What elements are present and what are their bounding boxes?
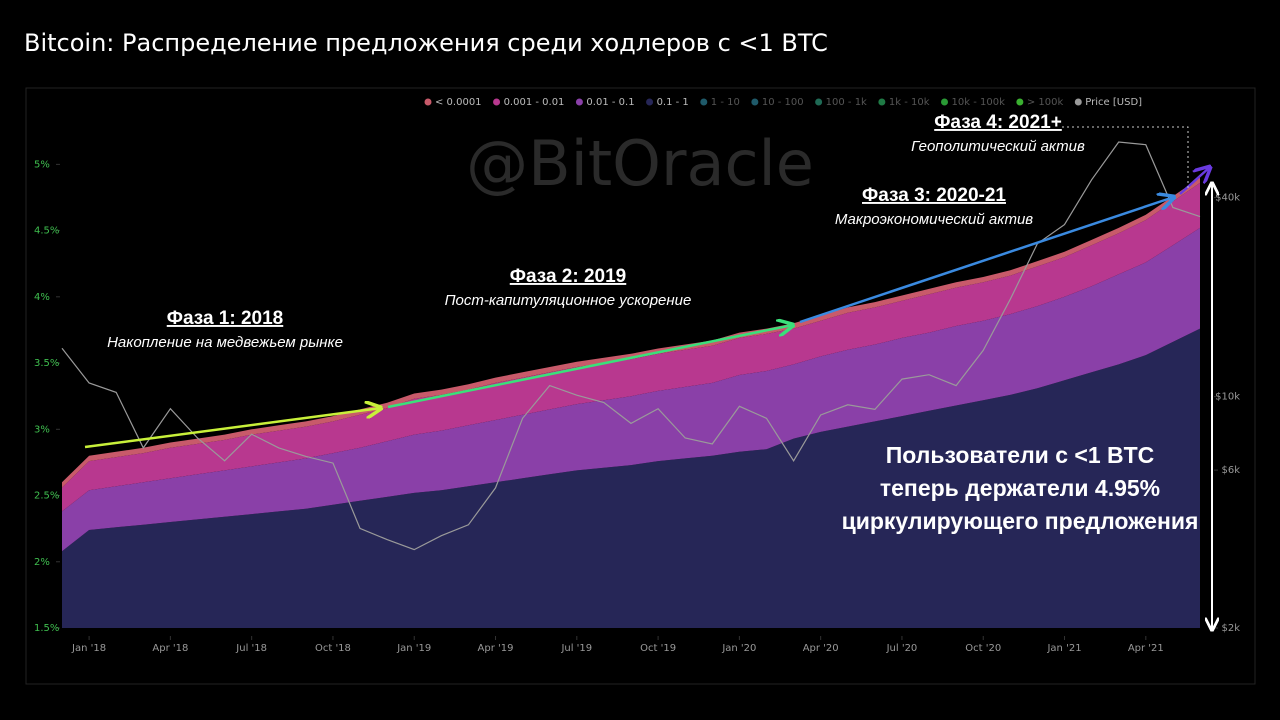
- phase-title: Фаза 4: 2021+: [934, 112, 1062, 133]
- y-tick-label: 2%: [34, 557, 50, 568]
- legend-swatch: [751, 98, 759, 106]
- x-tick-label: Apr '19: [478, 643, 514, 654]
- legend-swatch: [646, 98, 654, 106]
- arrow: [1179, 167, 1210, 195]
- note-line: циркулирующего предложения: [842, 508, 1199, 534]
- x-tick-label: Jul '20: [886, 643, 918, 654]
- y-tick-label: 3.5%: [34, 358, 59, 369]
- y-tick-label: 5%: [34, 159, 50, 170]
- legend-swatch: [1016, 98, 1024, 106]
- phase-title: Фаза 2: 2019: [510, 266, 627, 287]
- chart-title: Bitcoin: Распределение предложения среди…: [24, 29, 828, 57]
- legend-swatch: [700, 98, 708, 106]
- legend-label: > 100k: [1027, 97, 1064, 108]
- x-tick-label: Jan '18: [71, 643, 106, 654]
- legend-label: 100 - 1k: [826, 97, 867, 108]
- legend-label: < 0.0001: [435, 97, 482, 108]
- arrow: [799, 197, 1174, 324]
- y-tick-label: 4.5%: [34, 226, 59, 237]
- phase-title: Фаза 1: 2018: [167, 308, 284, 329]
- x-tick-label: Jul '19: [560, 643, 592, 654]
- legend-label: 0.01 - 0.1: [586, 97, 634, 108]
- phase-subtitle: Геополитический актив: [911, 138, 1085, 155]
- x-tick-label: Jan '19: [396, 643, 431, 654]
- x-tick-label: Apr '21: [1128, 643, 1164, 654]
- x-tick-label: Oct '20: [965, 643, 1001, 654]
- area: [62, 182, 1200, 512]
- note-line: Пользователи с <1 BTC: [886, 442, 1155, 468]
- area: [62, 328, 1200, 628]
- y2-tick-label: $2k: [1221, 623, 1240, 634]
- overlay: [84, 126, 1212, 630]
- legend-swatch: [815, 98, 823, 106]
- x-tick-label: Oct '19: [640, 643, 676, 654]
- legend-label: 10k - 100k: [952, 97, 1006, 108]
- price-line: [61, 141, 1201, 551]
- phase-subtitle: Макроэкономический актив: [835, 211, 1033, 228]
- legend-label: Price [USD]: [1085, 97, 1142, 108]
- y-tick-label: 3%: [34, 424, 50, 435]
- phase-title: Фаза 3: 2020-21: [862, 185, 1006, 206]
- watermark: @BitOracle: [466, 127, 814, 200]
- legend-label: 0.1 - 1: [657, 97, 689, 108]
- legend-swatch: [941, 98, 948, 106]
- x-tick-label: Jan '20: [721, 643, 756, 654]
- y2-tick-label: $6k: [1221, 465, 1240, 476]
- areas: [61, 141, 1201, 628]
- legend-swatch: [878, 98, 886, 106]
- legend-label: 10 - 100: [762, 97, 804, 108]
- y-tick-label: 2.5%: [34, 491, 59, 502]
- legend-swatch: [493, 98, 501, 106]
- x-tick-label: Jan '21: [1046, 643, 1081, 654]
- legend-label: 1k - 10k: [889, 97, 930, 108]
- legend-label: 1 - 10: [711, 97, 740, 108]
- arrow: [84, 408, 381, 449]
- arrow: [387, 325, 793, 409]
- x-tick-label: Oct '18: [315, 643, 351, 654]
- y2-tick-label: $40k: [1215, 192, 1240, 203]
- legend-swatch: [575, 98, 583, 106]
- dotted-leader: [1062, 126, 1189, 190]
- phase-subtitle: Пост-капитуляционное ускорение: [445, 292, 692, 309]
- note-line: теперь держатели 4.95%: [880, 475, 1160, 501]
- legend-swatch: [424, 98, 432, 106]
- x-tick-label: Apr '20: [803, 643, 839, 654]
- y-tick-label: 4%: [34, 292, 50, 303]
- legend-label: 0.001 - 0.01: [504, 97, 565, 108]
- phase-subtitle: Накопление на медвежьем рынке: [107, 334, 343, 351]
- x-tick-label: Jul '18: [235, 643, 267, 654]
- y2-tick-label: $10k: [1215, 392, 1240, 403]
- legend-swatch: [1074, 98, 1082, 106]
- area: [62, 227, 1200, 552]
- y-tick-label: 1.5%: [34, 623, 59, 634]
- x-tick-label: Apr '18: [152, 643, 188, 654]
